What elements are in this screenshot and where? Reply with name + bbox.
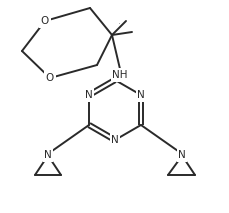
Text: N: N [177, 150, 185, 160]
Text: N: N [136, 90, 144, 100]
Text: O: O [41, 16, 49, 26]
Text: N: N [111, 135, 118, 145]
Text: N: N [85, 90, 93, 100]
Text: O: O [46, 73, 54, 83]
Text: N: N [44, 150, 52, 160]
Text: NH: NH [112, 70, 127, 80]
